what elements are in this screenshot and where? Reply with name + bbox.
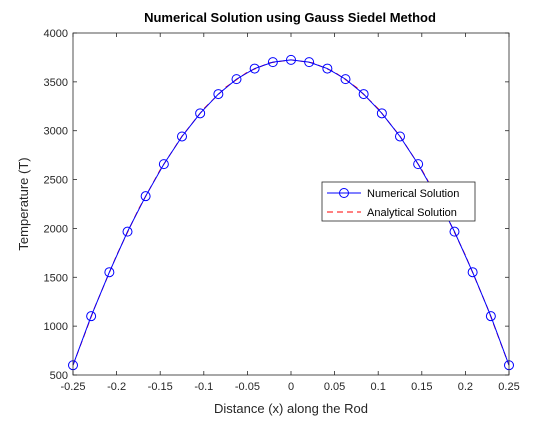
data-point [249, 63, 260, 74]
data-point [340, 74, 351, 85]
x-tick-label: 0.05 [324, 381, 345, 393]
data-point [413, 159, 424, 170]
data-point [195, 108, 206, 119]
data-point [322, 63, 333, 74]
y-axis-label: Temperature (T) [16, 157, 31, 250]
data-point [158, 159, 169, 170]
data-point [177, 131, 187, 142]
x-axis-label: Distance (x) along the Rod [214, 401, 368, 416]
data-point [104, 267, 115, 278]
x-tick-label: -0.25 [60, 381, 85, 393]
x-tick-label: 0 [288, 381, 294, 393]
legend: Numerical Solution Analytical Solution [321, 181, 476, 222]
data-point [395, 131, 405, 142]
x-tick-label: 0.15 [411, 381, 432, 393]
data-point [358, 89, 369, 100]
axes-layer: -0.25 -0.2 -0.15 -0.1 -0.05 0 0.05 0.1 0.15 0.2 0.… [44, 28, 520, 393]
y-tick-label: 500 [50, 370, 68, 382]
data-point [376, 108, 387, 119]
y-tick-label: 4000 [44, 28, 68, 40]
legend-box [321, 181, 476, 222]
x-tick-label: 0.2 [458, 381, 473, 393]
data-point [213, 89, 224, 100]
x-tick-label: -0.2 [107, 381, 126, 393]
data-point [449, 226, 460, 237]
x-tick-label: 0.25 [498, 381, 519, 393]
chart-title: Numerical Solution using Gauss Siedel Me… [144, 10, 436, 25]
data-point [122, 226, 133, 237]
x-tick-label: 0.1 [371, 381, 386, 393]
data-point [485, 311, 496, 322]
legend-label-numerical: Numerical Solution [367, 188, 459, 200]
legend-marker-numerical [339, 188, 349, 198]
data-point [467, 267, 478, 278]
data-point [140, 191, 151, 202]
data-point [231, 74, 242, 85]
x-tick-label: -0.15 [148, 381, 173, 393]
y-tick-label: 3500 [44, 77, 68, 89]
y-tick-label: 1000 [44, 321, 68, 333]
x-tick-label: -0.1 [194, 381, 213, 393]
data-point [286, 54, 296, 65]
y-tick-label: 2500 [44, 175, 68, 187]
y-tick-label: 2000 [44, 223, 68, 235]
data-point [267, 57, 278, 68]
y-tick-label: 1500 [44, 272, 68, 284]
data-point [304, 57, 315, 68]
x-tick-label: -0.05 [235, 381, 260, 393]
legend-label-analytical: Analytical Solution [367, 207, 457, 219]
y-tick-label: 3000 [44, 126, 68, 138]
data-point [86, 311, 97, 322]
